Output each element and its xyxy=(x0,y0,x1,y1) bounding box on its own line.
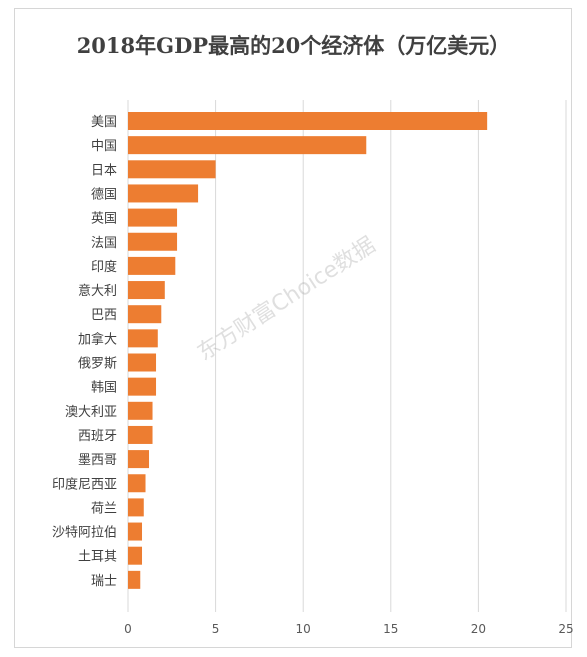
category-label: 英国 xyxy=(91,212,117,227)
bar xyxy=(128,522,143,541)
category-label: 法国 xyxy=(91,236,117,251)
x-tick-label: 15 xyxy=(383,622,398,636)
category-label: 土耳其 xyxy=(78,550,117,565)
bar xyxy=(128,401,153,420)
bar xyxy=(128,329,158,348)
bar xyxy=(128,232,178,251)
category-label: 美国 xyxy=(91,115,117,130)
bar xyxy=(128,450,150,469)
category-label: 中国 xyxy=(91,139,117,154)
category-label: 印度尼西亚 xyxy=(52,476,117,492)
category-label: 荷兰 xyxy=(91,501,117,516)
category-label: 巴西 xyxy=(91,308,117,323)
x-tick-label: 0 xyxy=(124,622,132,636)
x-tick-label: 20 xyxy=(471,622,486,636)
bar xyxy=(128,160,216,179)
bar xyxy=(128,546,143,565)
bar xyxy=(128,136,367,155)
x-tick-label: 10 xyxy=(296,622,311,636)
bar xyxy=(128,570,141,589)
bar xyxy=(128,281,165,300)
bar xyxy=(128,256,176,275)
category-label: 意大利 xyxy=(78,283,117,299)
category-label: 俄罗斯 xyxy=(78,357,117,372)
bar xyxy=(128,353,157,372)
bar xyxy=(128,474,146,493)
category-label: 韩国 xyxy=(91,381,117,396)
bar xyxy=(128,184,199,203)
bar xyxy=(128,208,178,227)
category-label: 墨西哥 xyxy=(78,453,117,468)
bar xyxy=(128,112,488,130)
bar xyxy=(128,425,153,444)
chart-title: 2018年GDP最高的20个经济体（万亿美元） xyxy=(76,33,511,58)
x-tick-label: 25 xyxy=(558,622,573,636)
category-label: 西班牙 xyxy=(78,429,117,444)
category-label: 印度 xyxy=(91,259,117,275)
category-label: 瑞士 xyxy=(91,574,117,589)
x-tick-label: 5 xyxy=(212,622,220,636)
bar xyxy=(128,498,144,517)
bar xyxy=(128,377,157,396)
category-label: 加拿大 xyxy=(78,331,117,347)
bar xyxy=(128,305,162,324)
category-label: 沙特阿拉伯 xyxy=(52,526,117,541)
category-label: 德国 xyxy=(91,187,117,202)
category-label: 澳大利亚 xyxy=(65,404,117,420)
category-label: 日本 xyxy=(91,163,117,178)
